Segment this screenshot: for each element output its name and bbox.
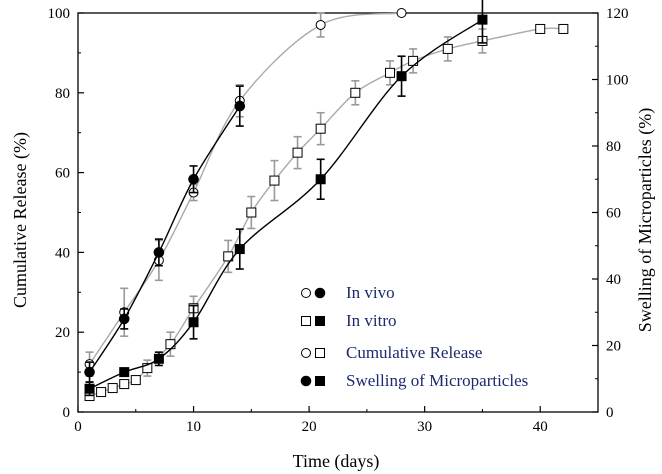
series-filled-square-right — [84, 0, 488, 397]
left-y-tick-label: 0 — [63, 405, 71, 421]
legend-marker — [301, 288, 311, 298]
data-point — [292, 147, 303, 158]
data-point — [315, 19, 326, 30]
data-point — [315, 123, 326, 134]
right-y-tick-label: 20 — [606, 339, 621, 355]
legend-marker — [300, 375, 312, 387]
data-point — [96, 387, 107, 398]
data-point — [234, 244, 245, 255]
right-y-tick-label: 60 — [606, 206, 621, 222]
legend-marker — [314, 287, 326, 299]
right-y-tick-label: 80 — [606, 139, 621, 155]
x-tick-label: 0 — [74, 419, 82, 435]
data-point — [119, 367, 130, 378]
x-tick-label: 40 — [533, 419, 548, 435]
right-y-tick-label: 0 — [606, 405, 614, 421]
series-line — [89, 27, 564, 397]
data-point — [153, 247, 165, 258]
series-line — [88, 105, 241, 373]
legend-entry: In vitro — [301, 311, 397, 330]
data-point — [442, 43, 453, 54]
right-y-axis-label: Swelling of Microparticles (%) — [635, 108, 656, 332]
data-point — [142, 363, 153, 374]
right-y-tick-label: 120 — [606, 6, 629, 22]
x-tick-label: 20 — [302, 419, 317, 435]
series-filled-circle-right — [84, 85, 246, 383]
x-axis-label: Time (days) — [293, 451, 380, 472]
data-point — [234, 100, 246, 112]
legend-label: In vitro — [346, 311, 397, 330]
legend-label: Cumulative Release — [346, 343, 482, 362]
series-open-square-left — [84, 23, 569, 402]
data-point — [130, 375, 141, 386]
left-y-tick-label: 80 — [55, 86, 70, 102]
legend-marker — [315, 316, 325, 326]
data-point — [119, 379, 130, 390]
data-point — [535, 23, 546, 34]
left-y-tick-label: 40 — [55, 245, 70, 261]
axes: 0 10 20 30 40 0 20 40 60 80 100 0 20 40 60 80 100 120 — [48, 6, 629, 435]
data-point — [350, 87, 361, 98]
data-point — [165, 339, 176, 350]
left-y-axis-label: Cumulative Release (%) — [10, 132, 31, 308]
series-line — [89, 19, 483, 390]
legend-label: In vivo — [346, 283, 395, 302]
left-y-tick-label: 20 — [55, 325, 70, 341]
data-point — [84, 366, 95, 378]
legend-marker — [301, 348, 311, 358]
data-point — [477, 14, 488, 25]
legend-entry: Swelling of Microparticles — [300, 371, 528, 390]
left-y-tick-label: 60 — [55, 166, 70, 182]
legend-entry: In vivo — [301, 283, 395, 302]
right-y-tick-label: 100 — [606, 73, 629, 89]
legend-marker — [315, 348, 325, 358]
data-point — [107, 383, 118, 394]
data-point — [558, 23, 569, 34]
data-point — [188, 317, 199, 328]
data-point — [385, 67, 395, 78]
data-point — [84, 383, 95, 394]
data-point — [153, 353, 164, 364]
data-point — [396, 8, 407, 18]
legend-label: Swelling of Microparticles — [346, 371, 528, 390]
legend-marker — [301, 316, 311, 326]
right-y-tick-label: 40 — [606, 272, 621, 288]
left-y-tick-label: 100 — [48, 6, 71, 22]
data-point — [223, 251, 234, 262]
data-point — [269, 175, 280, 186]
x-tick-label: 30 — [417, 419, 432, 435]
legend: In vivo In vitro Cumulative Release Swellin… — [300, 283, 528, 390]
legend-entry: Cumulative Release — [301, 343, 482, 362]
data-point — [396, 71, 407, 82]
x-tick-label: 10 — [186, 419, 201, 435]
data-point — [188, 173, 199, 185]
data-point — [118, 313, 130, 325]
legend-marker — [315, 376, 325, 386]
data-point — [315, 174, 326, 185]
data-point — [246, 207, 257, 218]
series-layer — [84, 0, 569, 402]
